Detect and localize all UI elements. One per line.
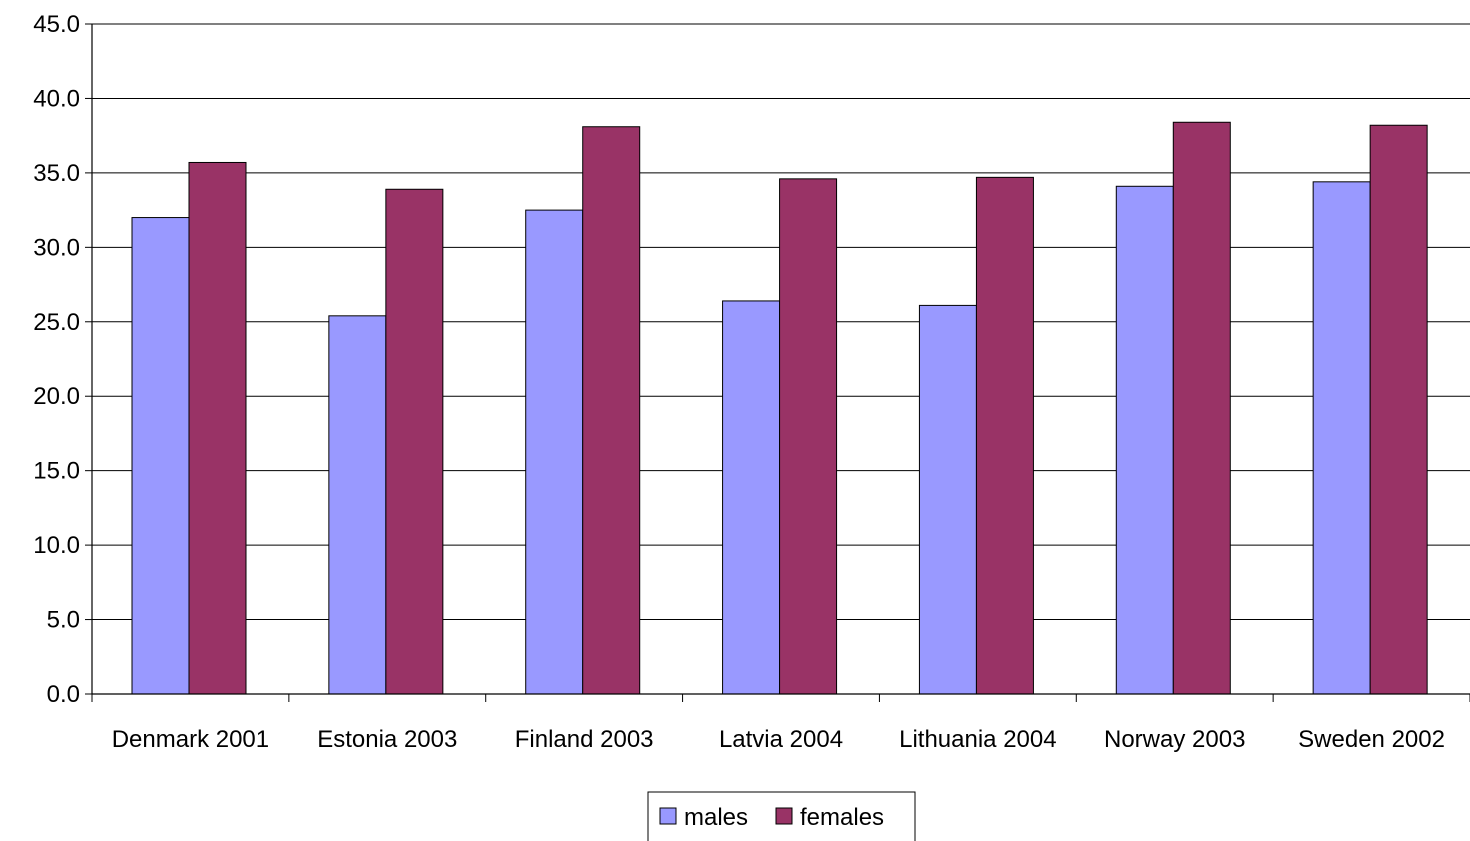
bar-males [328, 315, 387, 695]
bar-females [779, 178, 838, 695]
bar-females [188, 161, 247, 695]
bar-males [722, 300, 781, 695]
x-tick-label: Sweden 2002 [1298, 726, 1445, 753]
x-tick-label: Latvia 2004 [719, 726, 843, 753]
bar-females [1369, 124, 1428, 695]
y-tick-label: 30.0 [33, 234, 80, 261]
legend-swatch-females [775, 807, 793, 825]
x-tick-labels: Denmark 2001 Estonia 2003 Finland 2003 Latv… [112, 726, 1445, 753]
legend: males females [647, 791, 916, 841]
bar-males [918, 304, 977, 695]
legend-swatch-males [659, 807, 677, 825]
bar-males [1115, 185, 1174, 695]
y-tick-label: 25.0 [33, 309, 80, 336]
x-tick-label: Estonia 2003 [317, 726, 457, 753]
x-tick-label: Finland 2003 [515, 726, 654, 753]
y-tick-label: 5.0 [47, 607, 80, 634]
bar-males [1312, 181, 1371, 695]
y-tick-label: 0.0 [47, 681, 80, 708]
y-tick-label: 15.0 [33, 458, 80, 485]
y-tick-label: 35.0 [33, 160, 80, 187]
legend-label-females: females [800, 804, 884, 831]
y-tick-label: 40.0 [33, 85, 80, 112]
bar-males [525, 209, 584, 695]
bar-females [582, 126, 641, 695]
y-tick-label: 10.0 [33, 532, 80, 559]
y-tick-label: 45.0 [33, 11, 80, 38]
bar-females [975, 176, 1034, 695]
bar-females [385, 188, 444, 695]
axes [85, 23, 1470, 702]
bar-females [1172, 121, 1231, 695]
y-tick-label: 20.0 [33, 383, 80, 410]
legend-label-males: males [684, 804, 748, 831]
x-tick-label: Denmark 2001 [112, 726, 269, 753]
bars [131, 121, 1428, 695]
x-tick-label: Norway 2003 [1104, 726, 1245, 753]
x-tick-label: Lithuania 2004 [899, 726, 1056, 753]
bar-males [131, 217, 190, 695]
y-tick-labels: 0.0 5.0 10.0 15.0 20.0 25.0 30.0 35.0 40.0 45.0 [33, 11, 80, 708]
